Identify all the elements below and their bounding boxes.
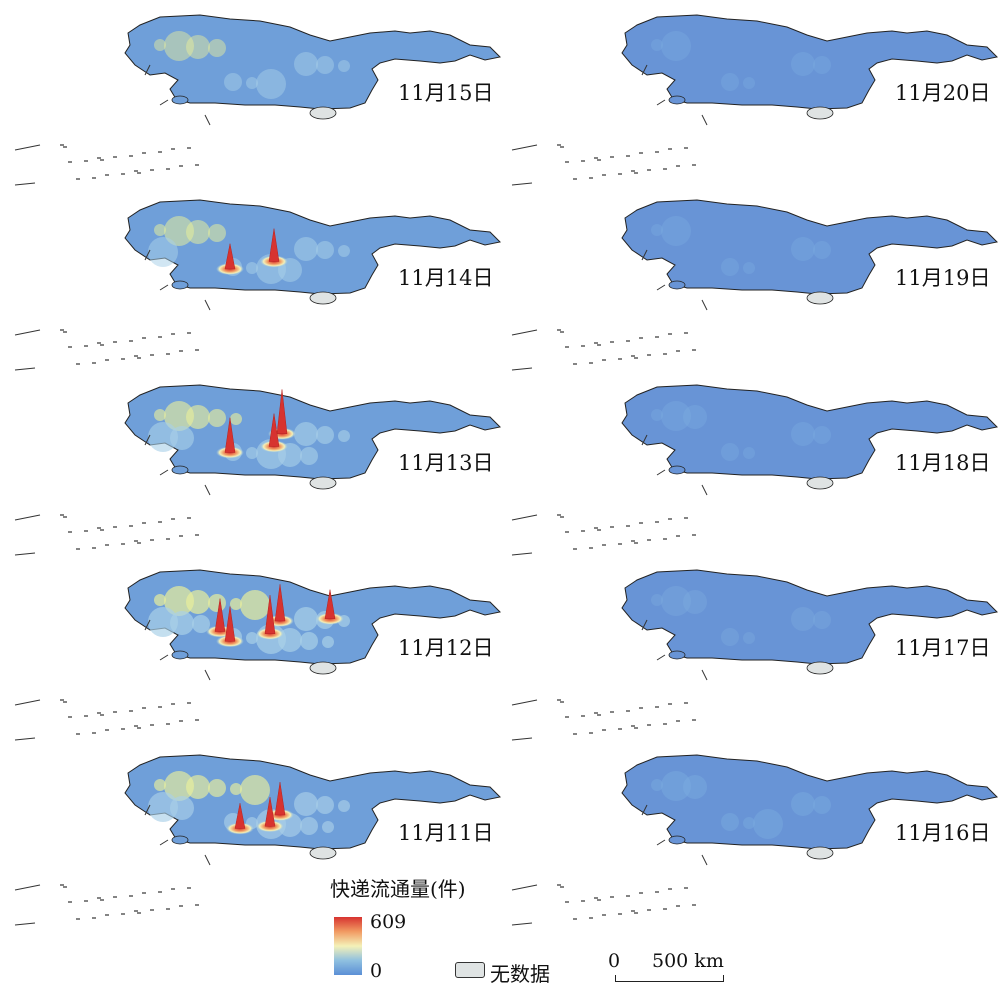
- legend-max-value: 609: [370, 911, 407, 933]
- flow-peak: [234, 803, 246, 829]
- flow-peak: [224, 243, 236, 270]
- map-panel: [511, 14, 999, 186]
- flow-peak: [264, 797, 276, 827]
- flow-peak: [324, 589, 336, 619]
- nodata-swatch: [455, 962, 485, 978]
- flow-peak: [224, 417, 236, 453]
- map-date-label: 11月20日: [895, 81, 991, 105]
- map-date-label: 11月18日: [895, 451, 991, 475]
- map-date-label: 11月15日: [398, 81, 494, 105]
- map-date-label: 11月14日: [398, 266, 494, 290]
- map-date-label: 11月12日: [398, 636, 494, 660]
- map-date-label: 11月16日: [895, 821, 991, 845]
- flow-peak: [214, 598, 226, 632]
- country-shape: [621, 199, 999, 295]
- country-shape: [621, 754, 999, 850]
- scale-bar-distance: 500 km: [652, 950, 724, 972]
- legend-title: 快递流通量(件): [330, 877, 466, 901]
- flow-peak: [274, 782, 286, 816]
- map-panel: [511, 384, 999, 556]
- nodata-label: 无数据: [490, 962, 550, 986]
- map-panel: [14, 384, 502, 556]
- map-panel: [511, 199, 999, 371]
- flow-peak: [264, 595, 276, 634]
- legend-color-ramp: [334, 917, 362, 975]
- scale-bar: [615, 975, 724, 982]
- map-panel: [14, 569, 502, 741]
- flow-peak: [276, 389, 288, 434]
- map-panel: [511, 754, 999, 926]
- country-shape: [621, 14, 999, 110]
- flow-peak: [268, 413, 280, 447]
- flow-peak: [274, 584, 286, 622]
- map-date-label: 11月19日: [895, 266, 991, 290]
- map-panel: [14, 754, 502, 926]
- map-date-label: 11月17日: [895, 636, 991, 660]
- country-shape: [124, 14, 502, 110]
- map-date-label: 11月13日: [398, 451, 494, 475]
- scale-bar-zero: 0: [608, 950, 621, 972]
- flow-peak: [224, 606, 236, 642]
- country-shape: [621, 384, 999, 480]
- country-shape: [621, 569, 999, 665]
- legend-min-value: 0: [370, 960, 383, 982]
- map-panel: [14, 199, 502, 371]
- map-panel: [511, 569, 999, 741]
- flow-peak: [268, 228, 280, 262]
- map-date-label: 11月11日: [398, 821, 494, 845]
- map-panel: [14, 14, 502, 186]
